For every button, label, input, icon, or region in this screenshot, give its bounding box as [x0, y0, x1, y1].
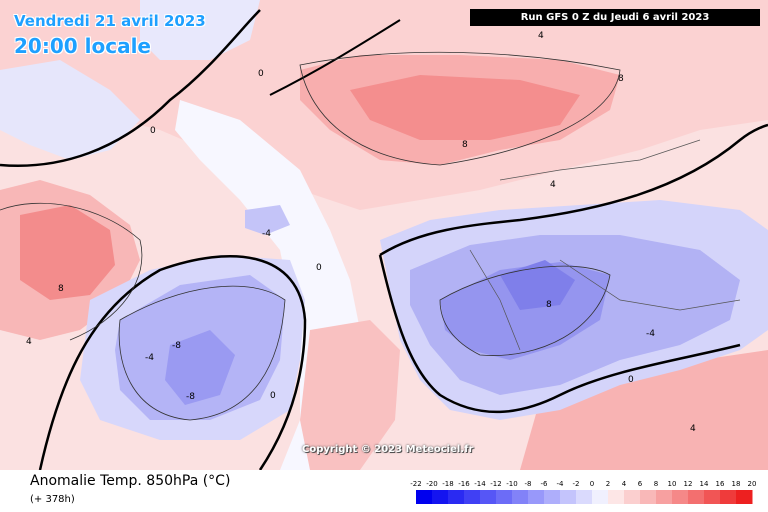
contour-zero-atlantic — [38, 255, 307, 470]
cold-zone-europe-deep — [500, 260, 575, 310]
contour-label: 4 — [26, 337, 32, 347]
border-line-a — [499, 139, 701, 181]
anomaly-map: 0 0 0 4 8 8 -4 -8 -8 -4 8 4 0 -4 8 4 4 0 — [0, 0, 768, 470]
scale-tick-label: 12 — [684, 480, 693, 488]
scale-tick-label: 14 — [700, 480, 709, 488]
scale-swatch — [624, 490, 641, 504]
scale-swatch — [576, 490, 593, 504]
contour-coast-arctic — [269, 19, 401, 96]
border-line-b — [559, 259, 741, 311]
scale-tick-label: -8 — [525, 480, 532, 488]
scale-tick-label: 6 — [638, 480, 643, 488]
color-scale: -22 -20 -18 -16 -14 -12 -10 -8 -6 -4 -2 0 2 4 6 8 10 12 14… — [392, 472, 762, 508]
contour-label: 0 — [258, 69, 264, 79]
scale-tick-label: 0 — [590, 480, 594, 488]
color-scale-bar: -22 -20 -18 -16 -14 -12 -10 -8 -6 -4 -2 0 2 4 6 8 10 12 14… — [410, 480, 757, 504]
scale-tick-label: 16 — [716, 480, 725, 488]
cool-zone-arctic — [140, 0, 260, 60]
contour-label: 0 — [628, 375, 634, 385]
warm-core-west — [20, 205, 115, 300]
warm-zone-southeast — [520, 350, 768, 470]
contour-label: -4 — [646, 329, 655, 339]
warm-zone-south-atlantic — [300, 320, 400, 470]
scale-tick-label: -10 — [506, 480, 517, 488]
contour-label: 8 — [618, 74, 624, 84]
contour-zero-north — [0, 9, 261, 167]
scale-swatch — [416, 490, 433, 504]
scale-tick-label: -16 — [458, 480, 470, 488]
contour-label: 8 — [58, 284, 64, 294]
border-line-c — [469, 249, 521, 351]
contour-label: 4 — [690, 424, 696, 434]
scale-tick-label: 10 — [668, 480, 677, 488]
contour-m4-atlantic — [118, 285, 286, 421]
scale-tick-label: -20 — [426, 480, 437, 488]
legend-footer: Anomalie Temp. 850hPa (°C) (+ 378h) -22-… — [0, 470, 768, 512]
scale-tick-label: -4 — [557, 480, 565, 488]
scale-swatch — [496, 490, 513, 504]
scale-tick-label: 4 — [622, 480, 627, 488]
scale-tick-label: -6 — [541, 480, 549, 488]
scale-swatch — [720, 490, 737, 504]
contour-m8-europe — [439, 265, 611, 356]
forecast-date: Vendredi 21 avril 2023 — [14, 12, 206, 30]
scale-tick-label: 18 — [732, 480, 741, 488]
scale-swatch — [640, 490, 657, 504]
warm-core-inner — [350, 75, 580, 140]
scale-swatch — [560, 490, 577, 504]
contour-label: 8 — [462, 140, 468, 150]
contour-8-north — [299, 51, 621, 166]
scale-tick-label: -2 — [573, 480, 580, 488]
lead-time: (+ 378h) — [30, 494, 75, 505]
scale-swatch — [464, 490, 481, 504]
contour-zero-europe-south — [378, 254, 741, 414]
contour-label: 8 — [546, 300, 552, 310]
scale-tick-label: -18 — [442, 480, 453, 488]
contour-label: 0 — [270, 391, 276, 401]
scale-swatch — [736, 490, 753, 504]
contour-label: 0 — [150, 126, 156, 136]
scale-tick-label: -14 — [474, 480, 486, 488]
scale-tick-label: 2 — [606, 480, 610, 488]
contour-label: 4 — [550, 180, 556, 190]
contour-zero-europe-north — [379, 123, 768, 257]
scale-swatch — [544, 490, 561, 504]
scale-swatch — [480, 490, 497, 504]
scale-swatch — [448, 490, 465, 504]
contour-label: 4 — [538, 31, 544, 41]
contour-label: 0 — [316, 263, 322, 273]
scale-tick-label: -22 — [410, 480, 421, 488]
cold-spot-small — [245, 205, 290, 235]
scale-swatch — [432, 490, 449, 504]
contour-4-west — [0, 202, 143, 341]
model-run-label: Run GFS 0 Z du Jeudi 6 avril 2023 — [470, 9, 760, 26]
scale-swatch — [528, 490, 545, 504]
scale-swatch — [656, 490, 673, 504]
contour-label: -8 — [186, 392, 195, 402]
scale-swatch — [688, 490, 705, 504]
scale-tick-label: 20 — [748, 480, 757, 488]
map-canvas: 0 0 0 4 8 8 -4 -8 -8 -4 8 4 0 -4 8 4 4 0 — [0, 0, 768, 470]
forecast-time: 20:00 locale — [14, 34, 151, 58]
contour-label: -4 — [262, 229, 271, 239]
scale-swatch — [704, 490, 721, 504]
cool-zone-greenland — [0, 60, 140, 160]
variable-title: Anomalie Temp. 850hPa (°C) — [30, 473, 231, 489]
scale-tick-label: 8 — [654, 480, 658, 488]
contour-label: -8 — [172, 341, 181, 351]
cold-pool-atlantic-core — [165, 330, 235, 405]
scale-swatch — [672, 490, 689, 504]
contour-label: -4 — [145, 353, 154, 363]
scale-swatch — [592, 490, 609, 504]
copyright-watermark: Copyright © 2023 Meteociel.fr — [302, 444, 474, 455]
scale-swatch — [512, 490, 529, 504]
scale-tick-label: -12 — [490, 480, 501, 488]
scale-swatch — [608, 490, 625, 504]
